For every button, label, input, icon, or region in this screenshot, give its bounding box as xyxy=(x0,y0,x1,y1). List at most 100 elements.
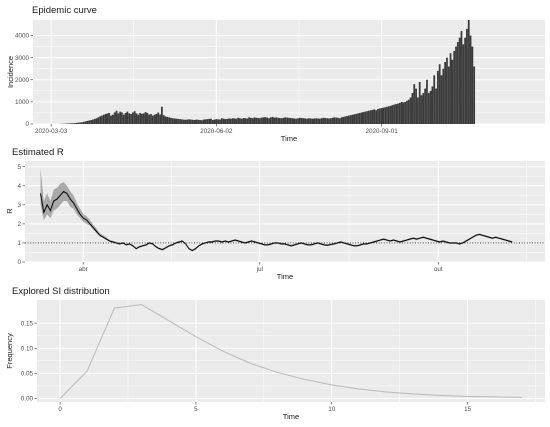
incidence-bar xyxy=(328,118,330,124)
incidence-bar xyxy=(251,118,254,124)
incidence-bar xyxy=(367,110,370,124)
incidence-bar xyxy=(128,113,131,124)
incidence-bar xyxy=(266,117,269,124)
incidence-bar xyxy=(155,113,158,124)
incidence-bar xyxy=(353,114,356,124)
incidence-bar xyxy=(153,114,156,124)
si-distribution-line xyxy=(59,303,522,399)
incidence-bar xyxy=(117,113,120,124)
incidence-bar xyxy=(93,118,96,124)
incidence-bar xyxy=(280,118,283,124)
incidence-bar xyxy=(435,88,437,124)
incidence-bar xyxy=(289,118,292,124)
incidence-bar xyxy=(229,118,232,124)
incidence-bar xyxy=(68,123,71,124)
incidence-bar xyxy=(237,117,240,124)
incidence-bar xyxy=(204,119,207,124)
incidence-bar xyxy=(322,117,325,124)
incidence-bar xyxy=(375,110,378,124)
incidence-bar xyxy=(406,100,408,124)
incidence-bar xyxy=(424,88,427,124)
incidence-bar xyxy=(346,116,348,124)
si-y-axis-title: Frequency xyxy=(5,333,14,369)
incidence-bar xyxy=(244,118,247,124)
incidence-bar xyxy=(141,113,143,124)
incidence-bar xyxy=(364,111,367,124)
incidence-bar xyxy=(211,120,214,124)
x-tick-label: 2020-06-02 xyxy=(200,128,233,135)
r-x-ticks: abr jul out xyxy=(79,262,443,273)
incidence-bar xyxy=(219,119,221,124)
incidence-bar xyxy=(400,101,403,124)
incidence-bar xyxy=(427,93,430,124)
incidence-bar xyxy=(453,50,456,125)
x-tick-label: abr xyxy=(79,266,88,273)
incidence-bar xyxy=(418,81,421,124)
incidence-bar xyxy=(106,113,109,124)
incidence-bar xyxy=(157,112,160,124)
y-tick-label: 2000 xyxy=(15,77,30,84)
incidence-bar xyxy=(151,115,154,124)
incidence-bar xyxy=(99,116,102,124)
incidence-bar xyxy=(442,68,445,124)
incidence-bar xyxy=(326,118,328,124)
incidence-bar xyxy=(86,120,89,124)
incidence-bar xyxy=(240,118,243,124)
incidence-bar xyxy=(164,116,167,124)
incidence-bar xyxy=(119,111,122,124)
incidence-bar xyxy=(111,114,114,124)
incidence-bar xyxy=(397,103,399,124)
incidence-bar xyxy=(70,123,72,124)
incidence-bar xyxy=(133,111,136,124)
incidence-bar xyxy=(180,119,183,124)
incidence-bar xyxy=(351,114,354,124)
incidence-bar xyxy=(215,119,218,124)
incidence-bar xyxy=(233,118,236,124)
incidence-bar xyxy=(447,66,450,124)
incidence-bar xyxy=(417,97,419,124)
incidence-bar xyxy=(191,119,194,124)
incidence-bar xyxy=(97,117,100,124)
incidence-bar xyxy=(318,118,321,124)
incidence-bar xyxy=(357,113,359,124)
incidence-bar xyxy=(110,115,112,124)
incidence-bar xyxy=(277,117,279,124)
incidence-bar xyxy=(228,118,230,124)
incidence-bar xyxy=(386,106,388,124)
estimated-r-title: Estimated R xyxy=(12,147,64,158)
incidence-bar xyxy=(407,99,410,124)
epidemic-x-ticks: 2020-03-03 2020-06-02 2020-09-01 xyxy=(35,124,398,135)
x-tick-label: 2020-09-01 xyxy=(365,128,398,135)
y-tick-label: 0 xyxy=(17,259,21,266)
r-y-ticks: 0 1 2 3 4 5 xyxy=(17,164,25,266)
y-tick-label: 0.05 xyxy=(21,371,34,378)
incidence-bar xyxy=(142,113,145,124)
incidence-bar xyxy=(458,37,461,125)
x-tick-label: 15 xyxy=(464,406,472,413)
y-tick-label: 2 xyxy=(17,221,21,228)
x-tick-label: 0 xyxy=(58,406,62,413)
incidence-bar xyxy=(440,75,443,124)
incidence-bar xyxy=(231,118,234,124)
incidence-bar xyxy=(82,121,85,124)
incidence-bar xyxy=(420,95,423,124)
incidence-bar xyxy=(246,118,249,124)
incidence-bar xyxy=(259,118,261,124)
incidence-bar xyxy=(415,88,417,124)
incidence-bar xyxy=(179,119,181,124)
si-gridlines xyxy=(37,300,545,402)
incidence-bar xyxy=(431,86,434,124)
incidence-bar xyxy=(317,118,319,124)
incidence-bar xyxy=(460,31,463,125)
r-y-axis-title: R xyxy=(5,208,14,214)
y-tick-label: 0.10 xyxy=(21,345,34,352)
y-tick-label: 0.15 xyxy=(21,320,34,327)
incidence-bar xyxy=(135,113,138,124)
incidence-bar xyxy=(422,93,425,124)
incidence-bar xyxy=(161,106,163,124)
incidence-bar xyxy=(168,117,171,124)
incidence-bar xyxy=(380,108,383,124)
incidence-bar xyxy=(75,122,78,124)
incidence-bar xyxy=(271,116,274,124)
incidence-bar xyxy=(342,116,345,124)
